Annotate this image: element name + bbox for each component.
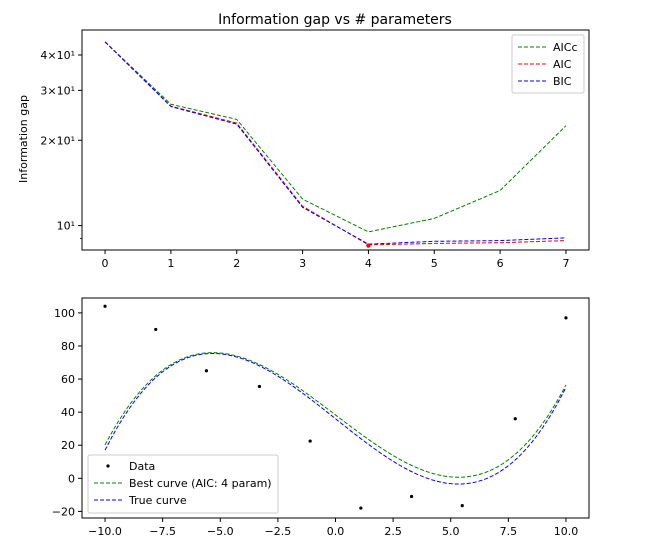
curve-fit-chart: −10.0 −7.5 −5.0 −2.5 0.0 2.5 5.0 7.5 10.0 −20 0 20…	[52, 297, 590, 538]
data-point	[359, 506, 363, 510]
top-legend: AICc AIC BIC	[511, 34, 585, 94]
x-tick-label: −10.0	[88, 525, 122, 538]
x-tick-label: −5.0	[207, 525, 234, 538]
data-point	[308, 439, 312, 443]
x-tick-label: 2.5	[384, 525, 402, 538]
data-point	[460, 503, 464, 508]
info-gap-chart: Information gap vs # parameters Informat…	[17, 12, 590, 270]
bottom-legend: Data Best curve (AIC: 4 param) True curve	[87, 454, 279, 514]
series-line-aic	[104, 41, 566, 246]
x-tick-label: 10.0	[554, 525, 579, 538]
x-tick-label: 0.0	[327, 525, 345, 538]
data-point	[154, 327, 158, 332]
legend-box	[87, 454, 279, 514]
x-tick-label: 4	[365, 257, 372, 270]
y-tick-label: 3×10¹	[40, 84, 75, 97]
y-tick-label: 80	[61, 340, 75, 353]
curve-line	[104, 352, 567, 485]
data-point	[513, 417, 517, 421]
y-tick-label: 20	[61, 439, 75, 452]
y-axis-label: Information gap	[17, 95, 30, 183]
y-tick-label: 0	[68, 472, 75, 485]
min-marker	[366, 243, 371, 248]
legend-label: AIC	[553, 58, 572, 71]
series-line-bic	[104, 41, 566, 245]
y-tick-label: 60	[61, 373, 75, 386]
x-tick-label: 1	[167, 257, 174, 270]
data-point	[257, 384, 262, 389]
y-tick-label: 2×10¹	[40, 134, 75, 147]
data-point	[409, 494, 414, 499]
legend-box	[511, 34, 585, 94]
series-line-aicc	[104, 41, 567, 233]
data-point	[103, 304, 107, 308]
x-tick-label: 5.0	[442, 525, 460, 538]
x-tick-label: 5	[431, 257, 438, 270]
y-tick-label: −20	[52, 505, 75, 518]
data-point	[564, 316, 568, 320]
x-tick-label: 3	[299, 257, 306, 270]
y-tick-label: 4×10¹	[40, 49, 75, 62]
legend-label: AICc	[553, 41, 578, 54]
chart-title: Information gap vs # parameters	[218, 12, 452, 28]
x-tick-label: 7.5	[500, 525, 518, 538]
x-tick-label: 2	[233, 257, 240, 270]
legend-label: Best curve (AIC: 4 param)	[129, 477, 272, 490]
x-tick-label: 0	[102, 257, 109, 270]
x-tick-label: −7.5	[149, 525, 176, 538]
y-tick-label: 10¹	[57, 220, 75, 233]
y-tick-label: 100	[54, 307, 75, 320]
legend-label: True curve	[128, 494, 187, 507]
x-tick-label: −2.5	[265, 525, 292, 538]
x-tick-label: 7	[562, 257, 569, 270]
legend-label: BIC	[553, 75, 572, 88]
legend-swatch	[106, 464, 110, 468]
x-tick-label: 6	[497, 257, 504, 270]
y-tick-label: 40	[61, 406, 75, 419]
curve-line	[104, 352, 567, 478]
legend-label: Data	[129, 460, 155, 473]
data-point	[204, 369, 209, 373]
